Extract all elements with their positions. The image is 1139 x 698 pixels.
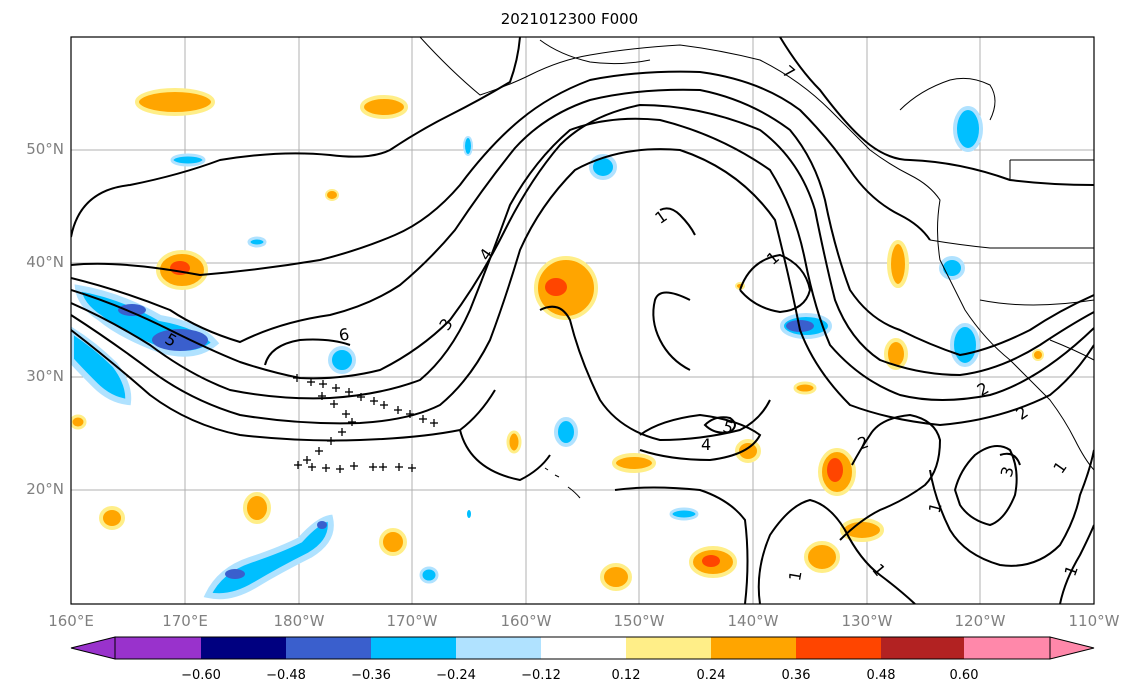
contour-label: 6 bbox=[337, 324, 350, 344]
anomaly-negative bbox=[170, 153, 206, 167]
contour-label: 1 bbox=[1061, 563, 1082, 579]
lon-label: 110°W bbox=[1068, 612, 1120, 630]
lat-label: 40°N bbox=[26, 253, 64, 271]
colorbar-bin bbox=[796, 637, 881, 659]
anomaly-positive bbox=[1032, 349, 1044, 361]
lat-label: 20°N bbox=[26, 480, 64, 498]
colorbar-tick-label: 0.36 bbox=[781, 668, 811, 683]
colorbar-extend-high bbox=[1049, 636, 1095, 660]
anomaly-negative bbox=[328, 346, 356, 374]
contour-label: 1 bbox=[785, 569, 805, 582]
lon-label: 170°E bbox=[162, 612, 208, 630]
anomaly-positive bbox=[793, 381, 817, 395]
anomaly-negative bbox=[589, 154, 617, 180]
contour-label: 7 bbox=[779, 61, 799, 82]
lon-label: 180°W bbox=[273, 612, 325, 630]
plus-markers bbox=[293, 374, 438, 473]
colorbar-bin bbox=[286, 637, 371, 659]
colorbar-bin bbox=[626, 637, 711, 659]
anomaly-positive bbox=[243, 492, 271, 524]
anomaly-negative bbox=[247, 236, 267, 248]
anomaly-positive bbox=[360, 95, 408, 119]
lon-label: 170°W bbox=[386, 612, 438, 630]
colorbar-bin bbox=[541, 637, 626, 659]
height-contours bbox=[71, 37, 1094, 604]
anomaly-negative-core bbox=[152, 329, 208, 351]
contour-label: 1 bbox=[925, 500, 946, 515]
lon-label: 160°W bbox=[500, 612, 552, 630]
anomaly-positive bbox=[379, 528, 407, 556]
anomaly-positive bbox=[612, 453, 656, 473]
coastlines bbox=[419, 37, 1094, 499]
anomaly-negative-core bbox=[118, 304, 146, 316]
shaded-anomalies bbox=[71, 88, 1044, 600]
lon-label: 130°W bbox=[841, 612, 893, 630]
contour-label: 3 bbox=[997, 464, 1018, 479]
colorbar-bin bbox=[881, 637, 964, 659]
anomaly-positive-core bbox=[827, 458, 843, 482]
colorbar-tick-label: −0.12 bbox=[521, 668, 561, 683]
lon-label: 150°W bbox=[613, 612, 665, 630]
colorbar-bin bbox=[964, 637, 1050, 659]
anomaly-positive bbox=[884, 338, 908, 370]
anomaly-positive bbox=[71, 414, 87, 430]
anomaly-negative bbox=[554, 417, 578, 447]
anomaly-negative bbox=[419, 566, 439, 584]
anomaly-positive bbox=[135, 88, 215, 116]
anomaly-negative bbox=[203, 514, 334, 600]
lon-label: 160°E bbox=[48, 612, 94, 630]
anomaly-negative-core bbox=[317, 521, 327, 529]
colorbar-tick-label: −0.24 bbox=[436, 668, 476, 683]
lat-label: 50°N bbox=[26, 140, 64, 158]
anomaly-negative-core bbox=[225, 569, 245, 579]
anomaly-positive bbox=[887, 240, 909, 288]
colorbar-tick-label: −0.60 bbox=[181, 668, 221, 683]
colorbar-extend-low bbox=[70, 636, 116, 660]
anomaly-positive bbox=[600, 563, 632, 591]
anomaly-positive bbox=[735, 439, 761, 463]
anomaly-negative bbox=[669, 507, 699, 521]
anomaly-positive bbox=[99, 506, 125, 530]
lon-label: 120°W bbox=[954, 612, 1006, 630]
colorbar-tick-label: 0.60 bbox=[949, 668, 979, 683]
anomaly-positive bbox=[325, 189, 339, 201]
anomaly-positive-core bbox=[545, 278, 567, 296]
colorbar-bin bbox=[201, 637, 286, 659]
colorbar-tick-label: 0.12 bbox=[611, 668, 641, 683]
anomaly-negative bbox=[71, 326, 132, 406]
colorbar-tick-label: −0.36 bbox=[351, 668, 391, 683]
colorbar-tick-label: 0.48 bbox=[866, 668, 896, 683]
anomaly-negative bbox=[953, 106, 983, 152]
contour-labels: 6 5 4 3 4 5 2 2 2 3 1 1 1 1 1 1 1 7 bbox=[162, 61, 1082, 582]
contour-label: 1 bbox=[1049, 458, 1070, 477]
anomaly-negative bbox=[467, 510, 471, 518]
anomaly-positive bbox=[804, 541, 840, 573]
anomaly-positive bbox=[506, 430, 522, 454]
lat-label: 30°N bbox=[26, 367, 64, 385]
contour-label: 1 bbox=[868, 560, 889, 580]
lon-label: 140°W bbox=[727, 612, 779, 630]
map-title: 2021012300 F000 bbox=[500, 10, 639, 28]
contour-label: 4 bbox=[701, 435, 711, 454]
colorbar-tick-label: −0.48 bbox=[266, 668, 306, 683]
grid-lines bbox=[71, 37, 1094, 604]
anomaly-negative bbox=[463, 136, 473, 156]
anomaly-negative bbox=[950, 323, 980, 367]
contour-label: 1 bbox=[763, 248, 783, 269]
colorbar-bin bbox=[115, 637, 201, 659]
colorbar-bin bbox=[456, 637, 541, 659]
anomaly-positive-core bbox=[702, 555, 720, 567]
contour-label: 1 bbox=[651, 206, 670, 227]
colorbar bbox=[70, 636, 1095, 660]
colorbar-bin bbox=[371, 637, 456, 659]
colorbar-bin bbox=[711, 637, 796, 659]
map-border bbox=[70, 36, 1095, 605]
contour-label: 5 bbox=[721, 417, 736, 438]
colorbar-outline bbox=[114, 636, 1051, 660]
colorbar-tick-label: 0.24 bbox=[696, 668, 726, 683]
